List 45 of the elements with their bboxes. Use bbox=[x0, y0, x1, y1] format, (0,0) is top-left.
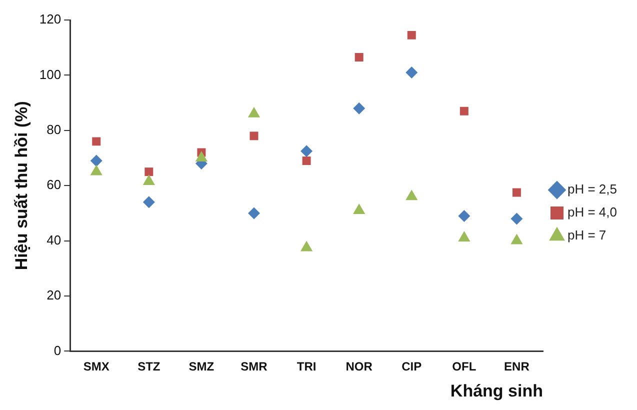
y-tick-label: 60 bbox=[46, 177, 62, 192]
point bbox=[90, 154, 102, 167]
point bbox=[142, 174, 155, 185]
point bbox=[300, 145, 313, 158]
x-tick-label: OFL bbox=[452, 360, 476, 374]
point bbox=[250, 132, 258, 140]
legend-label: pH = 2,5 bbox=[567, 182, 618, 197]
point bbox=[353, 203, 366, 214]
y-tick-label: 80 bbox=[46, 122, 62, 137]
point bbox=[512, 188, 521, 197]
y-axis-title: Hiệu suất thu hồi (%) bbox=[12, 101, 31, 270]
point bbox=[458, 231, 470, 242]
point bbox=[354, 53, 364, 62]
legend-label: pH = 4,0 bbox=[567, 204, 618, 220]
point bbox=[302, 156, 311, 166]
y-tick-label: 120 bbox=[39, 12, 62, 27]
point bbox=[407, 30, 416, 40]
point bbox=[144, 168, 154, 176]
point bbox=[142, 196, 155, 208]
x-tick-label: CIP bbox=[402, 360, 422, 374]
point bbox=[90, 164, 102, 176]
point bbox=[195, 151, 208, 162]
point bbox=[92, 137, 101, 146]
point bbox=[460, 106, 468, 116]
point bbox=[406, 66, 418, 78]
y-tick-label: 40 bbox=[46, 232, 62, 248]
point bbox=[353, 102, 366, 114]
point bbox=[406, 190, 418, 200]
x-axis-title: Kháng sinh bbox=[450, 381, 543, 400]
legend-label: pH = 7 bbox=[567, 228, 606, 243]
point bbox=[300, 240, 313, 252]
y-tick-label: 20 bbox=[46, 288, 62, 303]
x-tick-label: STZ bbox=[138, 360, 160, 374]
point bbox=[510, 234, 523, 244]
point bbox=[248, 207, 260, 220]
point bbox=[510, 212, 523, 225]
point bbox=[458, 210, 470, 222]
x-tick-label: SMR bbox=[240, 360, 268, 374]
x-tick-label: TRI bbox=[296, 360, 316, 374]
x-tick-label: NOR bbox=[346, 360, 373, 374]
x-tick-label: SMX bbox=[83, 360, 110, 374]
x-tick-label: SMZ bbox=[188, 360, 214, 374]
x-tick-label: ENR bbox=[504, 360, 530, 374]
y-tick-label: 0 bbox=[54, 342, 62, 358]
y-tick-label: 100 bbox=[39, 66, 62, 82]
